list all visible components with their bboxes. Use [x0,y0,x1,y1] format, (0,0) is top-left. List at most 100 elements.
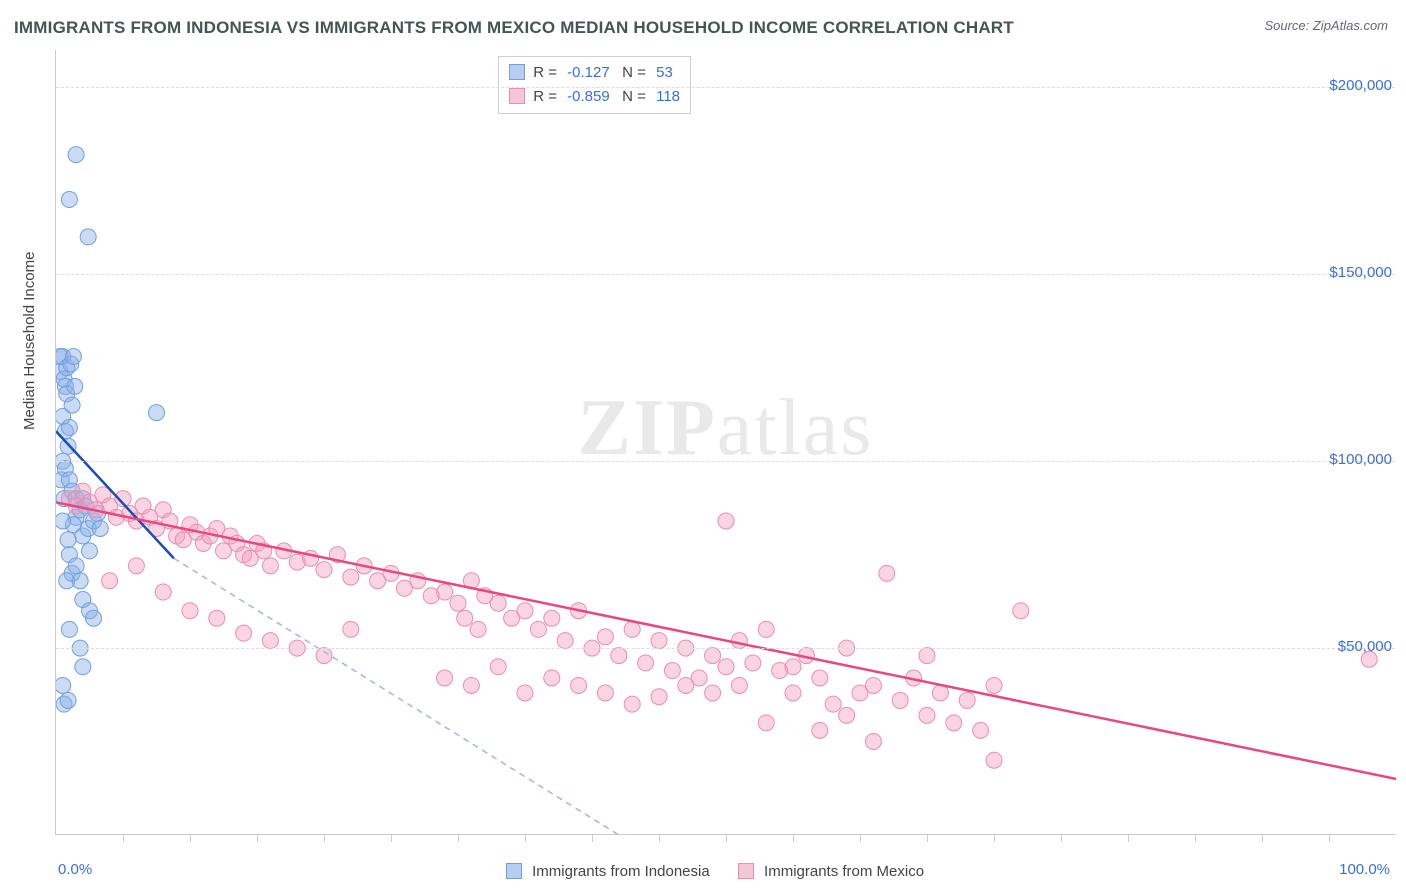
data-point-mexico [209,610,225,626]
data-point-mexico [343,569,359,585]
chart-plot-area: ZIPatlas R = -0.127 N = 53R = -0.859 N =… [55,50,1395,835]
data-point-mexico [490,659,506,675]
data-point-mexico [597,685,613,701]
data-point-indonesia [60,532,76,548]
data-point-indonesia [75,659,91,675]
y-tick-label: $50,000 [1338,638,1392,655]
data-point-mexico [731,633,747,649]
data-point-mexico [986,752,1002,768]
stats-row-indonesia: R = -0.127 N = 53 [509,61,680,85]
data-point-mexico [316,562,332,578]
data-point-mexico [731,677,747,693]
data-point-mexico [651,633,667,649]
data-point-indonesia [68,147,84,163]
series-legend: Immigrants from Indonesia Immigrants fro… [0,863,1406,880]
data-point-mexico [611,648,627,664]
data-point-mexico [986,677,1002,693]
data-point-indonesia [56,677,71,693]
stats-legend-box: R = -0.127 N = 53R = -0.859 N = 118 [498,56,691,114]
data-point-mexico [839,707,855,723]
data-point-mexico [812,670,828,686]
data-point-mexico [651,689,667,705]
data-point-mexico [664,663,680,679]
data-point-mexico [879,565,895,581]
data-point-mexico [490,595,506,611]
data-point-mexico [437,584,453,600]
data-point-indonesia [86,610,102,626]
data-point-mexico [745,655,761,671]
data-point-mexico [973,722,989,738]
data-point-mexico [946,715,962,731]
data-point-mexico [959,692,975,708]
data-point-mexico [865,677,881,693]
data-point-indonesia [149,405,165,421]
data-point-mexico [678,677,694,693]
data-point-mexico [544,610,560,626]
data-point-indonesia [61,192,77,208]
data-point-indonesia [65,349,81,365]
y-tick-label: $150,000 [1329,264,1392,281]
chart-title: IMMIGRANTS FROM INDONESIA VS IMMIGRANTS … [14,18,1014,38]
data-point-mexico [262,558,278,574]
data-point-mexico [517,685,533,701]
data-point-mexico [718,513,734,529]
legend-swatch-mexico [738,863,754,879]
y-axis-label: Median Household Income [21,252,38,430]
data-point-mexico [463,677,479,693]
data-point-mexico [450,595,466,611]
data-point-mexico [624,696,640,712]
data-point-mexico [457,610,473,626]
data-point-mexico [785,685,801,701]
data-point-indonesia [80,229,96,245]
data-point-mexico [638,655,654,671]
data-point-mexico [128,558,144,574]
data-point-mexico [705,648,721,664]
data-point-mexico [597,629,613,645]
scatter-svg [56,50,1396,835]
data-point-indonesia [92,520,108,536]
legend-swatch-indonesia [506,863,522,879]
stats-row-mexico: R = -0.859 N = 118 [509,85,680,109]
data-point-mexico [544,670,560,686]
data-point-indonesia [67,378,83,394]
data-point-mexico [343,621,359,637]
data-point-mexico [155,584,171,600]
data-point-mexico [624,621,640,637]
legend-label-mexico: Immigrants from Mexico [764,863,924,880]
data-point-mexico [705,685,721,701]
data-point-mexico [865,734,881,750]
data-point-mexico [530,621,546,637]
data-point-mexico [785,659,801,675]
legend-label-indonesia: Immigrants from Indonesia [532,863,710,880]
data-point-indonesia [82,543,98,559]
data-point-mexico [182,603,198,619]
data-point-mexico [919,707,935,723]
data-point-mexico [437,670,453,686]
data-point-mexico [718,659,734,675]
data-point-indonesia [60,692,76,708]
data-point-indonesia [61,420,77,436]
data-point-mexico [758,715,774,731]
data-point-mexico [932,685,948,701]
data-point-indonesia [56,513,71,529]
data-point-indonesia [61,621,77,637]
y-tick-label: $200,000 [1329,77,1392,94]
data-point-indonesia [64,397,80,413]
data-point-indonesia [68,558,84,574]
source-attribution: Source: ZipAtlas.com [1264,18,1388,33]
data-point-indonesia [72,573,88,589]
data-point-mexico [758,621,774,637]
data-point-mexico [571,677,587,693]
data-point-mexico [236,625,252,641]
y-tick-label: $100,000 [1329,451,1392,468]
data-point-mexico [892,692,908,708]
data-point-mexico [262,633,278,649]
data-point-mexico [102,573,118,589]
data-point-mexico [1013,603,1029,619]
data-point-mexico [812,722,828,738]
data-point-mexico [517,603,533,619]
data-point-mexico [919,648,935,664]
data-point-mexico [316,648,332,664]
data-point-mexico [557,633,573,649]
data-point-mexico [825,696,841,712]
